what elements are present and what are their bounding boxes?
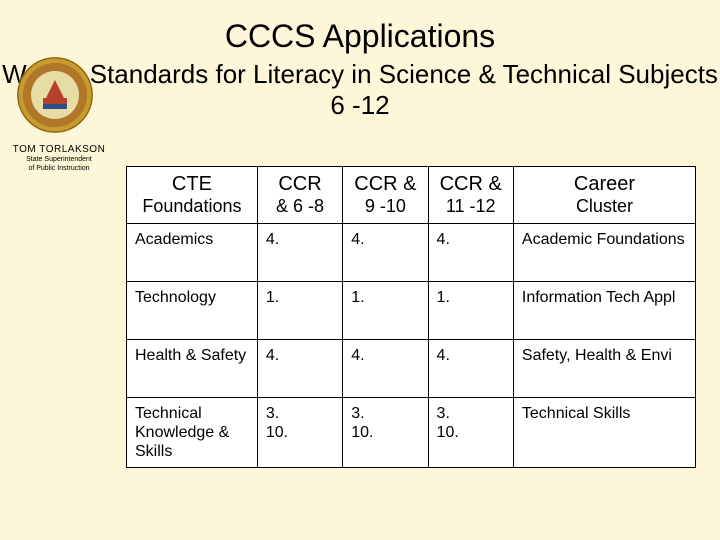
cell-ccr-11-12: 4. [428,223,513,281]
cell-ccr-9-10: 3. 10. [343,397,428,468]
cell-foundation: Academics [127,223,258,281]
state-seal-icon [16,56,94,134]
cell-cluster: Safety, Health & Envi [513,339,695,397]
cell-cluster: Technical Skills [513,397,695,468]
sidebar-attribution: TOM TORLAKSON State Superintendent of Pu… [4,144,114,173]
cell-cluster: Information Tech Appl [513,281,695,339]
cell-ccr-9-10: 4. [343,339,428,397]
cell-foundation: Technical Knowledge & Skills [127,397,258,468]
page-title: CCCS Applications [0,18,720,55]
cell-ccr-6-8: 4. [257,223,342,281]
sidebar-role-line2: of Public Instruction [4,165,114,173]
cell-ccr-6-8: 3. 10. [257,397,342,468]
table-row: Academics 4. 4. 4. Academic Foundations [127,223,696,281]
standards-table: CTE Foundations CCR & 6 -8 CCR & 9 -10 C… [126,166,696,468]
cell-ccr-6-8: 4. [257,339,342,397]
page-subtitle: Writing Standards for Literacy in Scienc… [0,59,720,121]
sidebar-name: TOM TORLAKSON [4,144,114,155]
col-header-ccr-11-12: CCR & 11 -12 [428,167,513,224]
cell-cluster: Academic Foundations [513,223,695,281]
sidebar-role-line1: State Superintendent [4,156,114,164]
table-row: Health & Safety 4. 4. 4. Safety, Health … [127,339,696,397]
col-header-ccr-6-8: CCR & 6 -8 [257,167,342,224]
cell-ccr-9-10: 1. [343,281,428,339]
col-header-ccr-9-10: CCR & 9 -10 [343,167,428,224]
cell-ccr-6-8: 1. [257,281,342,339]
cell-ccr-11-12: 4. [428,339,513,397]
table-row: Technology 1. 1. 1. Information Tech App… [127,281,696,339]
cell-foundation: Technology [127,281,258,339]
cell-ccr-11-12: 3. 10. [428,397,513,468]
cell-ccr-9-10: 4. [343,223,428,281]
table-row: Technical Knowledge & Skills 3. 10. 3. 1… [127,397,696,468]
col-header-career-cluster: Career Cluster [513,167,695,224]
cell-ccr-11-12: 1. [428,281,513,339]
cell-foundation: Health & Safety [127,339,258,397]
table-header-row: CTE Foundations CCR & 6 -8 CCR & 9 -10 C… [127,167,696,224]
col-header-cte: CTE Foundations [127,167,258,224]
